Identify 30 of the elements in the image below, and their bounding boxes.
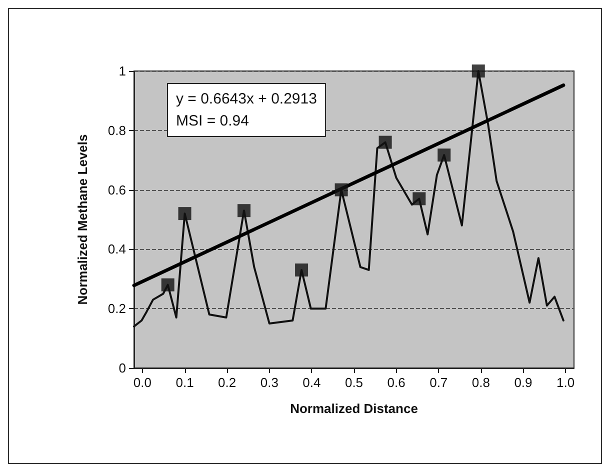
y-tick-label: 0 bbox=[118, 360, 126, 376]
point bbox=[295, 263, 308, 276]
y-tick-label: 0.2 bbox=[108, 301, 126, 316]
point bbox=[238, 204, 250, 218]
x-tick-label: 1.0 bbox=[556, 375, 575, 390]
annotation: MSI = 0.94 bbox=[176, 112, 249, 130]
x-tick-label: 0.4 bbox=[302, 375, 321, 390]
point bbox=[161, 278, 174, 292]
x-axis-title: Normalized Distance bbox=[290, 401, 418, 416]
x-tick-label: 0.0 bbox=[133, 375, 152, 390]
x-tick-label: 0.9 bbox=[514, 375, 532, 390]
point bbox=[472, 64, 485, 78]
y-tick-label: 0.8 bbox=[108, 122, 126, 138]
x-tick-label: 0.5 bbox=[344, 375, 364, 390]
x-tick-label: 0.8 bbox=[472, 375, 490, 390]
x-tick-label: 0.7 bbox=[430, 375, 448, 390]
y-tick-label: 0.6 bbox=[108, 182, 126, 198]
point bbox=[412, 192, 426, 206]
y-tick-label: 0.4 bbox=[108, 242, 126, 257]
annotation: y = 0.6643x + 0.2913 bbox=[176, 90, 317, 108]
point bbox=[178, 207, 192, 220]
point bbox=[378, 136, 392, 149]
x-tick-label: 0.2 bbox=[218, 375, 236, 390]
y-axis-title: Normalized Methane Levels bbox=[75, 134, 90, 305]
x-tick-label: 0.3 bbox=[260, 375, 278, 390]
point bbox=[334, 183, 348, 196]
x-tick-label: 0.6 bbox=[387, 375, 406, 390]
x-tick-label: 0.1 bbox=[176, 375, 194, 390]
y-tick-label: 1 bbox=[118, 64, 126, 78]
point bbox=[438, 148, 451, 162]
